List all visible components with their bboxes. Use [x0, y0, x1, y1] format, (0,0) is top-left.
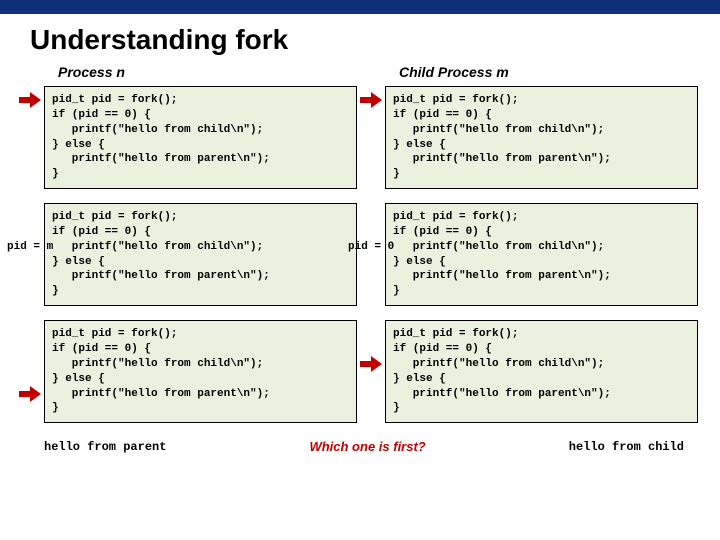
arrow-icon: [19, 92, 41, 108]
pid-label-left: pid = m: [7, 240, 47, 255]
arrow-icon: [360, 92, 382, 108]
output-right: hello from child: [569, 440, 684, 454]
code-block: pid_t pid = fork(); if (pid == 0) { prin…: [385, 320, 698, 423]
code-block: pid_t pid = fork(); if (pid == 0) { prin…: [44, 86, 357, 189]
output-left: hello from parent: [44, 440, 166, 454]
code-block: pid_t pid = fork(); if (pid == 0) { prin…: [44, 320, 357, 423]
right-column: Child Process m pid_t pid = fork(); if (…: [385, 64, 698, 437]
columns-container: Process n pid_t pid = fork(); if (pid ==…: [0, 64, 720, 437]
left-column-header: Process n: [58, 64, 357, 80]
code-block: pid_t pid = fork(); if (pid == 0) { prin…: [44, 203, 357, 306]
right-column-header: Child Process m: [399, 64, 698, 80]
bottom-row: hello from parent Which one is first? he…: [0, 437, 720, 454]
question-text: Which one is first?: [309, 439, 425, 454]
code-block: pid_t pid = fork(); if (pid == 0) { prin…: [385, 86, 698, 189]
code-block: pid_t pid = fork(); if (pid == 0) { prin…: [385, 203, 698, 306]
arrow-icon: [360, 356, 382, 372]
top-bar: [0, 0, 720, 14]
left-column: Process n pid_t pid = fork(); if (pid ==…: [44, 64, 357, 437]
pid-label-right: pid = 0: [348, 240, 388, 255]
arrow-icon: [19, 386, 41, 402]
slide-title: Understanding fork: [30, 24, 720, 56]
